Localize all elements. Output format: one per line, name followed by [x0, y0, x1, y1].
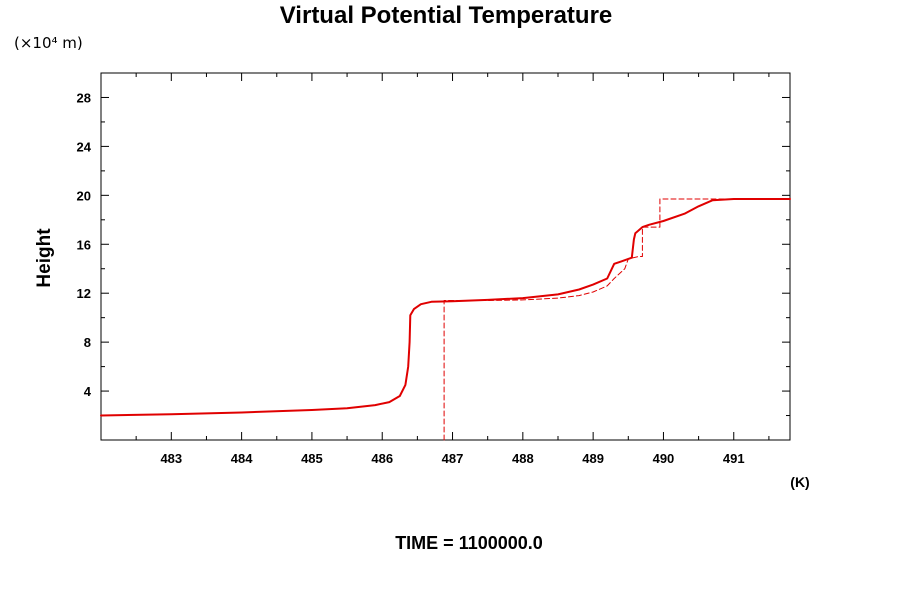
x-tick-label: 486 — [371, 451, 393, 466]
y-tick-label: 8 — [84, 335, 91, 350]
x-tick-label: 483 — [160, 451, 182, 466]
x-tick-labels: 483 484 485 486 487 488 489 490 491 — [160, 451, 744, 466]
x-tick-label: 490 — [653, 451, 675, 466]
x-tick-label: 485 — [301, 451, 323, 466]
y-tick-label: 4 — [84, 384, 92, 399]
plot-frame — [100, 72, 791, 441]
x-tick-label: 488 — [512, 451, 534, 466]
y-tick-label: 20 — [77, 188, 91, 203]
axis-ticks — [101, 73, 790, 440]
series-line-dashed — [443, 198, 791, 441]
series-line-solid — [100, 198, 791, 417]
chart-title: Virtual Potential Temperature — [280, 2, 613, 29]
series-layer — [100, 198, 791, 441]
y-tick-label: 24 — [77, 139, 92, 154]
x-tick-label: 491 — [723, 451, 745, 466]
y-tick-label: 16 — [77, 237, 91, 252]
time-label: TIME = 1100000.0 — [395, 533, 543, 553]
y-tick-label: 28 — [77, 90, 91, 105]
x-tick-label: 487 — [442, 451, 464, 466]
y-tick-label: 12 — [77, 286, 91, 301]
y-unit-label: (×10⁴ m) — [14, 34, 83, 52]
y-axis-label: Height — [34, 228, 55, 288]
y-tick-labels: 4 8 12 16 20 24 28 — [77, 90, 92, 399]
x-tick-label: 484 — [231, 451, 253, 466]
x-tick-label: 489 — [582, 451, 604, 466]
x-axis-unit: (K) — [790, 474, 809, 490]
